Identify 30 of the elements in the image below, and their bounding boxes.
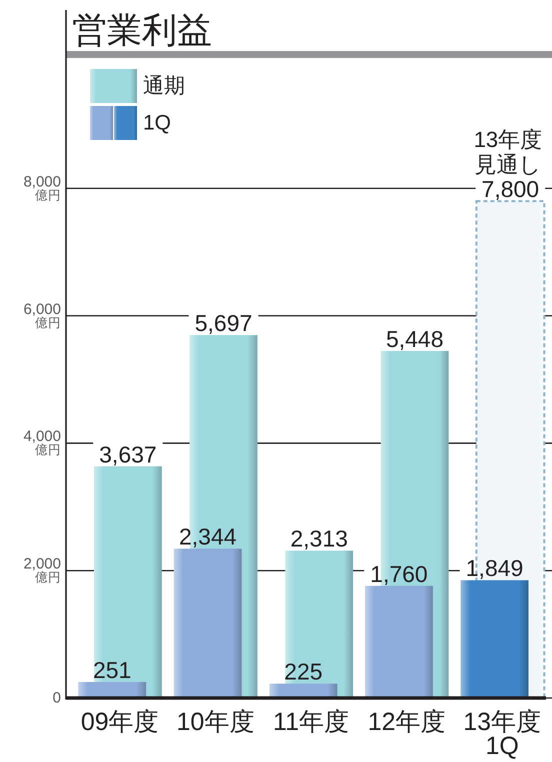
- data-label: 5,448: [386, 326, 444, 352]
- bar: [78, 682, 146, 698]
- data-label: 251: [92, 657, 132, 684]
- data-label: 2,313: [290, 526, 348, 552]
- x-tick-label: 13年度 1Q: [463, 708, 542, 760]
- legend-label: 通期: [143, 74, 185, 98]
- data-label: 7,800: [482, 176, 540, 202]
- y-tick-label: 4,000 億円: [23, 428, 61, 458]
- data-label: 1,760: [370, 560, 428, 587]
- annotation: 13年度見通し: [474, 127, 542, 178]
- data-label: 225: [284, 658, 323, 685]
- bar: [365, 586, 433, 698]
- x-tick-label: 10年度: [176, 708, 254, 736]
- y-tick-label: 0: [52, 690, 61, 706]
- x-tick-label: 09年度: [80, 708, 159, 736]
- y-tick-label: 6,000 億円: [23, 300, 61, 330]
- data-label: 5,697: [194, 310, 252, 336]
- bar: [174, 548, 242, 698]
- bar: [285, 550, 354, 698]
- x-tick-label: 11年度: [273, 708, 349, 736]
- y-tick-label: 2,000 億円: [23, 556, 61, 585]
- data-label: 2,344: [178, 524, 237, 550]
- bar: [94, 466, 162, 698]
- bar: [269, 684, 338, 698]
- y-tick-label: 8,000 億円: [23, 173, 61, 202]
- data-label: 3,637: [99, 441, 157, 468]
- data-label: 1,849: [466, 555, 524, 582]
- legend-label: 1Q: [143, 112, 172, 134]
- x-tick-label: 12年度: [368, 708, 446, 736]
- chart-title: 営業利益: [72, 11, 212, 50]
